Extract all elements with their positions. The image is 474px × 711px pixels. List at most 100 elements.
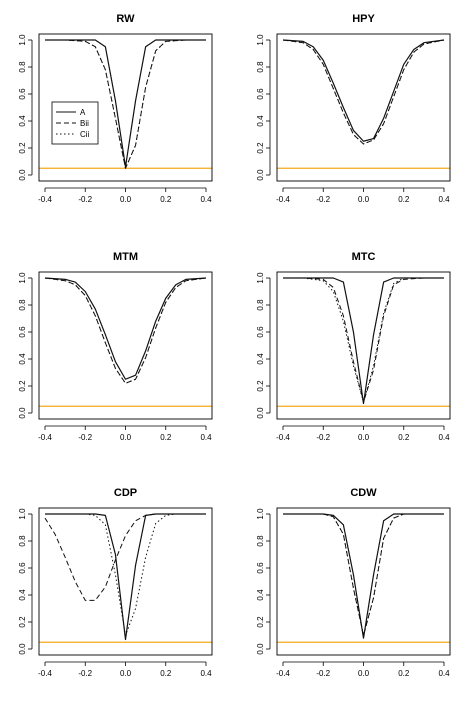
series-line-cii xyxy=(283,513,444,636)
panel-hpy: HPY -0.4 -0.2 0.0 0.2 0.4 0.0 0.2 0.4 0.6 0.8 1.0 xyxy=(256,13,451,204)
y-tick-label: 0.6 xyxy=(256,88,265,100)
series-line-bii xyxy=(283,513,444,636)
legend: A Bii Cii xyxy=(51,101,99,145)
series-line-cii xyxy=(45,513,206,636)
y-tick-label: 0.2 xyxy=(256,142,265,154)
panel-cdp: CDP -0.4 -0.2 0.0 0.2 0.4 0.0 0.2 0.4 0.6 0.8 1.0 xyxy=(18,487,213,678)
y-tick-label: 0.2 xyxy=(18,142,27,154)
x-tick-label: 0.0 xyxy=(120,195,132,204)
plot-frame xyxy=(276,33,451,182)
x-tick-label: 0.2 xyxy=(160,433,172,442)
series-line-cii xyxy=(283,277,444,403)
x-tick-label: 0.2 xyxy=(398,433,410,442)
y-tick-label: 0.0 xyxy=(18,169,27,181)
panel-title: RW xyxy=(116,13,135,25)
y-tick-label: 1.0 xyxy=(256,508,265,520)
panel-title: CDP xyxy=(114,487,137,499)
series-line-bii xyxy=(44,277,207,384)
x-tick-label: 0.0 xyxy=(120,433,132,442)
y-tick-label: 0.8 xyxy=(256,299,265,311)
plot-frame xyxy=(38,271,213,420)
plot-frame xyxy=(38,507,213,656)
x-tick-label: 0.0 xyxy=(358,433,370,442)
y-tick-label: 0.8 xyxy=(256,61,265,73)
y-tick-label: 0.2 xyxy=(256,616,265,628)
x-tick-label: -0.2 xyxy=(316,433,330,442)
panel-title: MTM xyxy=(113,251,138,263)
x-tick-label: -0.2 xyxy=(78,669,92,678)
x-tick-label: -0.4 xyxy=(38,195,52,204)
x-tick-label: 0.4 xyxy=(438,195,450,204)
panel-mtm: MTM -0.4 -0.2 0.0 0.2 0.4 0.0 0.2 0.4 0.6 0.8 1.0 xyxy=(18,251,213,442)
y-tick-label: 1.0 xyxy=(18,508,27,520)
x-tick-label: -0.4 xyxy=(276,669,290,678)
y-tick-label: 0.8 xyxy=(18,61,27,73)
y-tick-label: 0.4 xyxy=(18,353,27,365)
x-tick-label: 0.0 xyxy=(358,195,370,204)
y-tick-label: 1.0 xyxy=(256,272,265,284)
panel-rw: RW -0.4 -0.2 0.0 0.2 0.4 0.0 0.2 0.4 0.6 0.8 1.0 A Bi… xyxy=(18,13,213,204)
plot-frame xyxy=(38,33,213,182)
series-line-a xyxy=(283,513,444,639)
y-tick-label: 0.6 xyxy=(256,562,265,574)
y-tick-label: 0.4 xyxy=(256,589,265,601)
legend-label-bii: Bii xyxy=(80,119,89,128)
y-tick-label: 1.0 xyxy=(18,34,27,46)
x-tick-label: -0.4 xyxy=(276,195,290,204)
x-tick-label: 0.4 xyxy=(200,433,212,442)
series-line-cii xyxy=(45,39,206,169)
y-tick-label: 1.0 xyxy=(256,34,265,46)
x-tick-label: -0.4 xyxy=(276,433,290,442)
plot-frame xyxy=(276,271,451,420)
y-tick-label: 0.2 xyxy=(256,380,265,392)
y-tick-label: 0.6 xyxy=(18,326,27,338)
y-tick-label: 0.8 xyxy=(256,535,265,547)
panel-cdw: CDW -0.4 -0.2 0.0 0.2 0.4 0.0 0.2 0.4 0.6 0.8 1.0 xyxy=(256,487,451,678)
x-tick-label: 0.0 xyxy=(120,669,132,678)
x-tick-label: 0.4 xyxy=(438,669,450,678)
panel-title: MTC xyxy=(352,251,376,263)
x-tick-label: 0.2 xyxy=(160,669,172,678)
y-tick-label: 0.4 xyxy=(18,115,27,127)
x-tick-label: -0.4 xyxy=(38,433,52,442)
y-tick-label: 0.0 xyxy=(256,407,265,419)
series-line-a xyxy=(283,277,444,405)
series-line-cii xyxy=(282,39,445,145)
x-tick-label: 0.2 xyxy=(398,195,410,204)
x-tick-label: -0.4 xyxy=(38,669,52,678)
panel-title: HPY xyxy=(352,13,375,25)
series-line-bii xyxy=(283,277,444,403)
y-tick-label: 0.0 xyxy=(256,169,265,181)
x-tick-label: 0.2 xyxy=(160,195,172,204)
y-tick-label: 0.2 xyxy=(18,380,27,392)
y-tick-label: 0.6 xyxy=(18,562,27,574)
x-tick-label: -0.2 xyxy=(78,433,92,442)
series-line-a xyxy=(45,513,206,641)
x-tick-label: 0.4 xyxy=(200,195,212,204)
series-line-a xyxy=(44,277,207,380)
series-line-bii xyxy=(44,513,206,601)
panel-title: CDW xyxy=(350,487,377,499)
y-tick-label: 0.0 xyxy=(256,643,265,655)
panel-mtc: MTC -0.4 -0.2 0.0 0.2 0.4 0.0 0.2 0.4 0.6 0.8 1.0 xyxy=(256,251,451,442)
x-tick-label: 0.2 xyxy=(398,669,410,678)
series-line-bii xyxy=(282,39,445,145)
y-tick-label: 0.4 xyxy=(256,353,265,365)
y-tick-label: 0.6 xyxy=(256,326,265,338)
series-line-cii xyxy=(44,277,207,384)
x-tick-label: 0.4 xyxy=(200,669,212,678)
x-tick-label: -0.2 xyxy=(78,195,92,204)
y-tick-label: 0.4 xyxy=(18,589,27,601)
y-tick-label: 0.6 xyxy=(18,88,27,100)
y-tick-label: 0.8 xyxy=(18,535,27,547)
legend-label-cii: Cii xyxy=(80,130,90,139)
y-tick-label: 0.2 xyxy=(18,616,27,628)
x-tick-label: -0.2 xyxy=(316,195,330,204)
y-tick-label: 0.0 xyxy=(18,643,27,655)
x-tick-label: 0.0 xyxy=(358,669,370,678)
y-tick-label: 0.8 xyxy=(18,299,27,311)
x-tick-label: -0.2 xyxy=(316,669,330,678)
legend-label-a: A xyxy=(80,108,86,117)
y-tick-label: 0.4 xyxy=(256,115,265,127)
